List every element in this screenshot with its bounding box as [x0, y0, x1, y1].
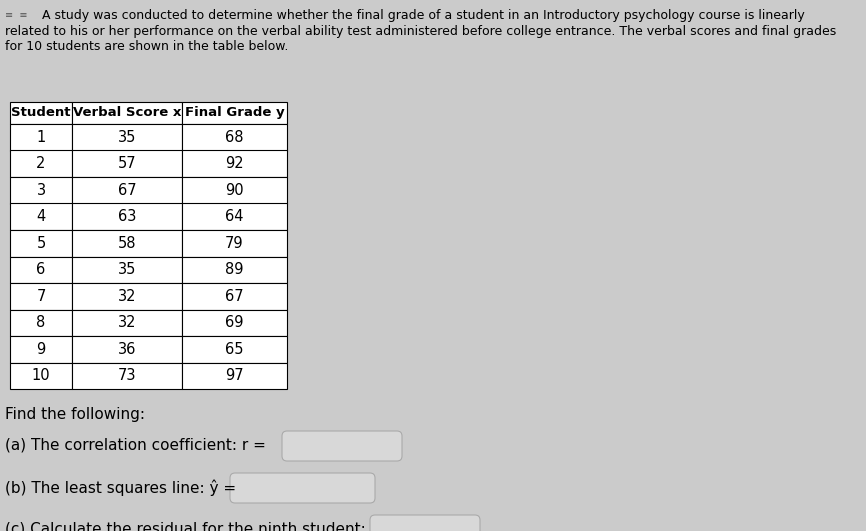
- Bar: [182, 150, 287, 177]
- FancyBboxPatch shape: [282, 431, 402, 461]
- Text: 57: 57: [118, 156, 136, 172]
- Bar: [182, 203, 287, 230]
- Bar: [182, 230, 287, 256]
- Bar: [182, 363, 287, 389]
- Text: 6: 6: [36, 262, 46, 277]
- Bar: [72, 230, 182, 256]
- Bar: [10, 102, 72, 124]
- Text: 10: 10: [32, 369, 50, 383]
- Text: 32: 32: [118, 289, 136, 304]
- Text: 4: 4: [36, 209, 46, 224]
- Text: 35: 35: [118, 130, 136, 145]
- Bar: [182, 336, 287, 363]
- Bar: [182, 256, 287, 283]
- Bar: [182, 310, 287, 336]
- Text: 35: 35: [118, 262, 136, 277]
- Text: 69: 69: [225, 315, 243, 330]
- Bar: [72, 363, 182, 389]
- Bar: [182, 102, 287, 124]
- Text: 1: 1: [36, 130, 46, 145]
- Text: 79: 79: [225, 236, 244, 251]
- Bar: [10, 203, 72, 230]
- Text: 8: 8: [36, 315, 46, 330]
- Text: 92: 92: [225, 156, 244, 172]
- Bar: [72, 102, 182, 124]
- Text: 90: 90: [225, 183, 244, 198]
- Text: 5: 5: [36, 236, 46, 251]
- Text: 63: 63: [118, 209, 136, 224]
- Text: related to his or her performance on the verbal ability test administered before: related to his or her performance on the…: [5, 24, 837, 38]
- FancyBboxPatch shape: [230, 473, 375, 503]
- Text: 36: 36: [118, 342, 136, 357]
- Bar: [10, 256, 72, 283]
- Bar: [10, 177, 72, 203]
- Text: Student: Student: [11, 107, 71, 119]
- Text: for 10 students are shown in the table below.: for 10 students are shown in the table b…: [5, 40, 288, 53]
- Bar: [10, 363, 72, 389]
- Text: 7: 7: [36, 289, 46, 304]
- Bar: [10, 124, 72, 150]
- Text: Final Grade y: Final Grade y: [184, 107, 284, 119]
- Text: 73: 73: [118, 369, 136, 383]
- Text: 3: 3: [36, 183, 46, 198]
- Text: 2: 2: [36, 156, 46, 172]
- Text: 68: 68: [225, 130, 243, 145]
- Bar: [72, 203, 182, 230]
- Bar: [182, 124, 287, 150]
- Bar: [72, 150, 182, 177]
- Bar: [10, 310, 72, 336]
- Text: Find the following:: Find the following:: [5, 407, 145, 422]
- FancyBboxPatch shape: [370, 515, 480, 531]
- Bar: [182, 283, 287, 310]
- Text: 65: 65: [225, 342, 243, 357]
- Text: 64: 64: [225, 209, 243, 224]
- Bar: [72, 310, 182, 336]
- Bar: [10, 230, 72, 256]
- Text: 67: 67: [225, 289, 244, 304]
- Text: 32: 32: [118, 315, 136, 330]
- Bar: [10, 336, 72, 363]
- Bar: [10, 150, 72, 177]
- Bar: [72, 177, 182, 203]
- Text: 9: 9: [36, 342, 46, 357]
- Bar: [72, 283, 182, 310]
- Text: (b) The least squares line: ŷ =: (b) The least squares line: ŷ =: [5, 479, 236, 495]
- Text: ≡  ≡: ≡ ≡: [5, 10, 28, 20]
- Text: 89: 89: [225, 262, 243, 277]
- Bar: [72, 336, 182, 363]
- Text: (a) The correlation coefficient: r =: (a) The correlation coefficient: r =: [5, 437, 266, 452]
- Text: Verbal Score x: Verbal Score x: [73, 107, 181, 119]
- Text: (c) Calculate the residual for the ninth student:: (c) Calculate the residual for the ninth…: [5, 521, 365, 531]
- Bar: [182, 177, 287, 203]
- Bar: [72, 256, 182, 283]
- Text: A study was conducted to determine whether the final grade of a student in an In: A study was conducted to determine wheth…: [42, 9, 805, 22]
- Text: 97: 97: [225, 369, 244, 383]
- Bar: [10, 283, 72, 310]
- Bar: [72, 124, 182, 150]
- Text: 58: 58: [118, 236, 136, 251]
- Text: 67: 67: [118, 183, 136, 198]
